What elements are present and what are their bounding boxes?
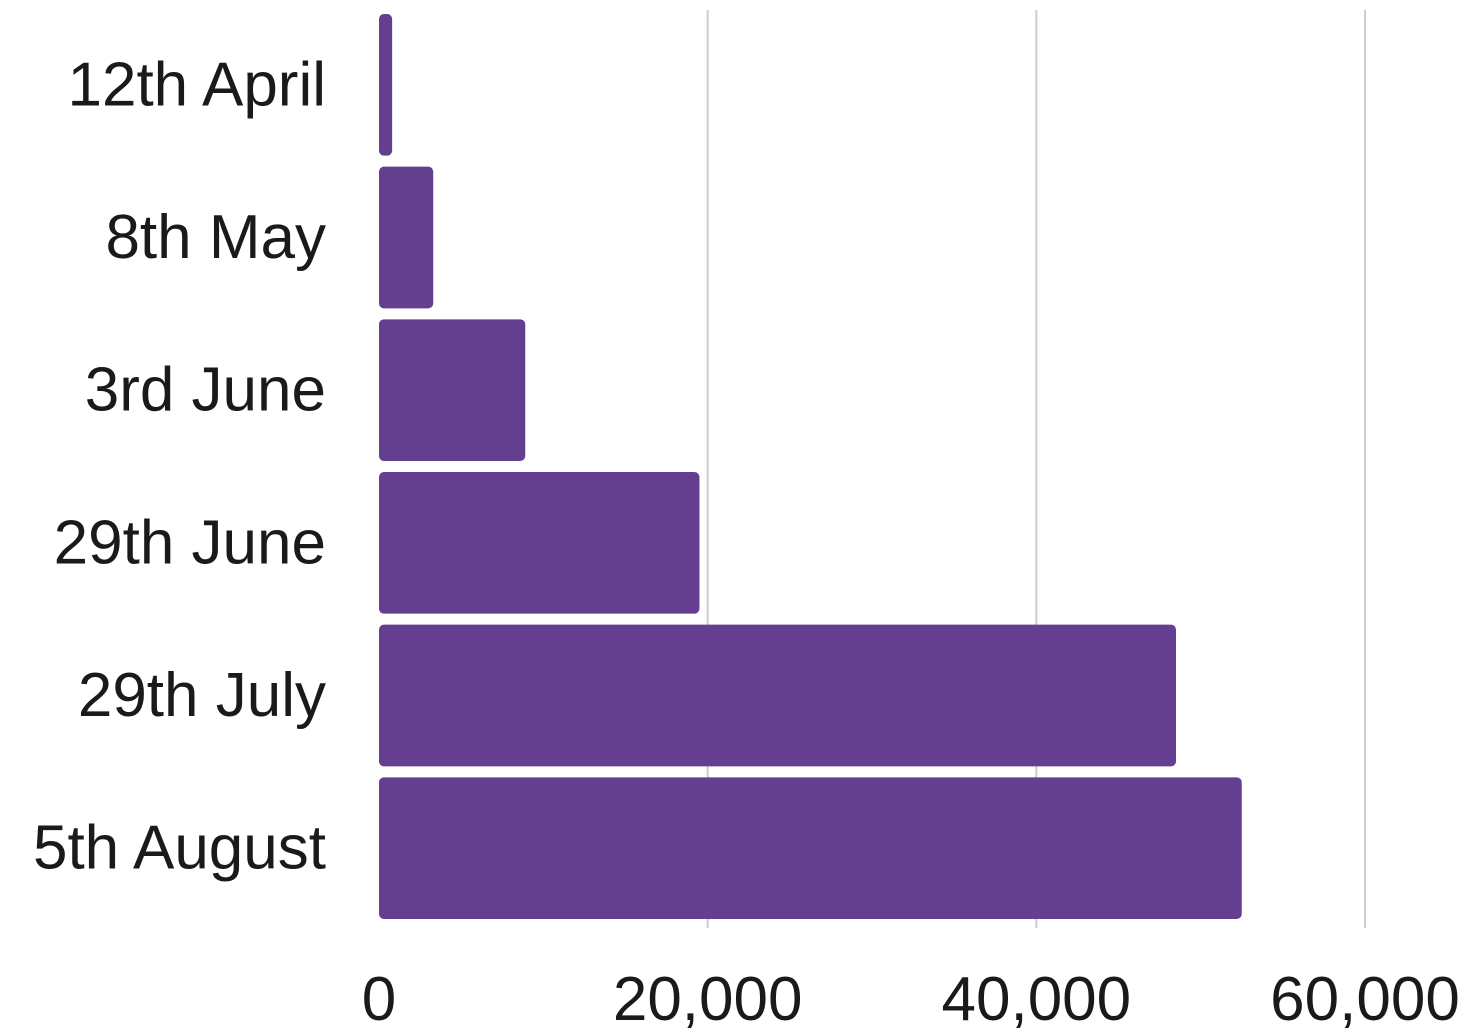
bar-3 [379,319,526,461]
x-tick-label-0: 0 [362,965,396,1031]
x-tick-label-2: 40,000 [942,965,1132,1031]
bars [379,14,1242,919]
bar-4 [379,472,700,614]
category-label-3: 3rd June [85,356,326,425]
x-tick-label-3: 60,000 [1270,965,1460,1031]
category-label-6: 5th August [33,814,326,883]
category-label-5: 29th July [78,661,326,730]
category-labels: 12th April 8th May 3rd June 29th June 29th J… [33,50,326,882]
bar-5 [379,624,1177,767]
x-tick-label-1: 20,000 [613,965,803,1031]
category-label-2: 8th May [105,203,326,272]
x-axis-tick-labels: 0 20,000 40,000 60,000 [362,965,1460,1031]
bar-6 [379,777,1242,919]
category-label-4: 29th June [54,508,326,577]
bar-1 [379,14,393,156]
category-label-1: 12th April [67,50,326,119]
gridlines [706,10,1366,928]
bar-2 [379,166,434,309]
